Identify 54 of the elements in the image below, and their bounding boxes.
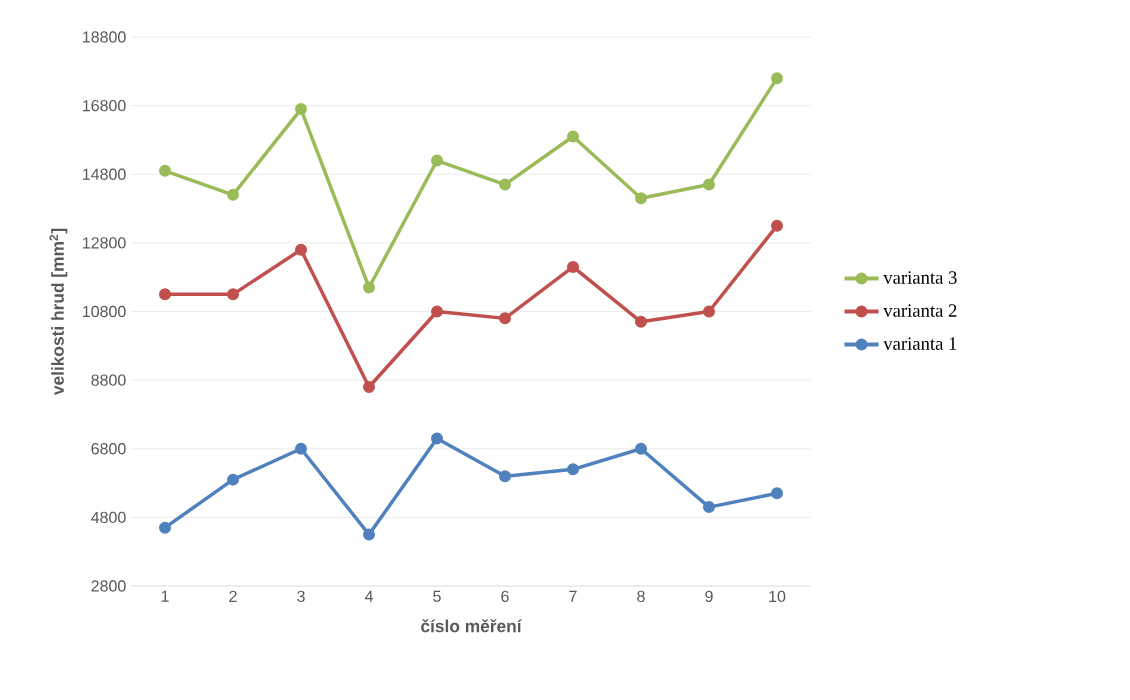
point [499,178,512,191]
point [227,188,240,201]
legend-label: varianta 2 [883,304,957,317]
point [227,473,240,486]
x-axis-title: číslo měření [421,619,523,633]
point [703,178,716,191]
x-tick-label: 1 [161,590,169,602]
point [295,442,308,455]
point [159,521,172,534]
x-tick-label: 3 [297,590,305,603]
point [431,154,444,167]
point [431,305,444,318]
point [567,260,580,273]
point [295,103,308,116]
point [567,130,580,143]
point [159,288,172,301]
point [635,315,648,328]
legend-label: varianta 3 [883,271,957,284]
point [771,487,784,500]
point [499,312,512,325]
y-axis-title: velikosti hrud [mm$^{2}$] [49,228,68,396]
point [363,281,376,294]
x-tick-label: 8 [637,590,645,603]
point [567,463,580,476]
point [703,305,716,318]
x-tick-label: 10 [769,590,786,603]
point [363,528,376,541]
legend-label: varianta 1 [883,337,957,350]
point [363,380,376,393]
x-tick-label: 7 [569,590,577,602]
y-tick-label: 8800 [91,374,126,386]
point [295,243,308,256]
x-tick-label: 5 [433,590,441,602]
point [431,432,444,445]
point [771,72,784,85]
y-tick-label: 16800 [83,99,126,112]
x-tick-label: 9 [705,590,713,603]
point [771,219,784,232]
y-tick-label: 12800 [83,237,126,249]
point [703,501,716,514]
point [227,288,240,301]
point [159,164,172,177]
point [635,442,648,455]
point [635,192,648,205]
y-tick-label: 18800 [83,31,126,43]
y-tick-label: 14800 [83,168,126,180]
point [499,470,512,483]
y-tick-label: 4800 [91,511,126,524]
y-tick-label: 10800 [83,305,126,318]
x-tick-label: 6 [501,590,509,603]
y-tick-label: 6800 [91,443,126,455]
x-tick-label: 4 [364,590,373,602]
x-tick-label: 2 [229,590,237,602]
y-tick-label: 2800 [91,580,126,592]
